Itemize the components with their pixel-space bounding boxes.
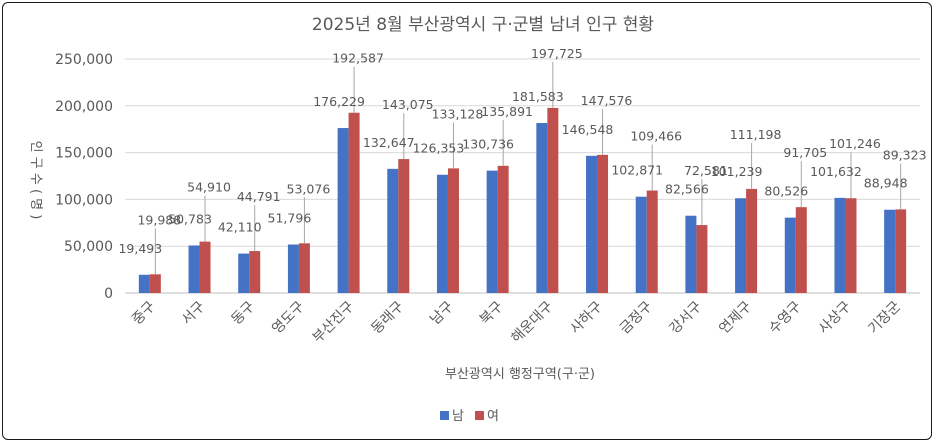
data-label-male: 80,526 [764,184,808,199]
bar-male [834,197,846,293]
data-label-male: 42,110 [218,220,262,235]
y-tick-label: 250,000 [55,52,113,68]
data-label-female: 44,791 [237,189,281,204]
bar-male [138,274,150,293]
data-label-male: 82,566 [665,182,709,197]
data-label-female: 133,128 [432,106,484,121]
bar-male [685,215,697,293]
data-label-female: 19,988 [137,212,181,227]
legend-swatch-male [440,411,449,420]
data-label-male: 146,548 [562,122,614,137]
bar-female [398,159,410,293]
bar-female [348,112,360,293]
data-label-female: 54,910 [187,180,231,195]
data-label-female: 72,581 [684,163,728,178]
bar-female [746,188,758,293]
bar-male [387,168,399,293]
x-tick-label: 영도구 [269,298,308,337]
bar-male [436,174,448,293]
data-label-female: 135,891 [481,104,533,119]
data-label-male: 101,239 [711,164,763,179]
bar-male [486,170,498,293]
x-tick-label: 부산진구 [310,298,358,346]
y-tick-label: 0 [104,286,113,302]
y-tick-label: 150,000 [55,146,113,162]
bar-male [635,196,647,293]
x-tick-label: 금정구 [617,298,656,337]
bar-male [337,128,349,293]
data-label-male: 50,783 [168,211,212,226]
x-tick-label: 북구 [477,298,507,328]
bar-female [646,190,658,293]
x-tick-label: 남구 [427,298,457,328]
data-label-male: 130,736 [462,137,514,152]
y-axis-label: 인 구 수 ( 명 ) [28,141,43,220]
x-tick-label: 수영구 [766,298,805,337]
x-tick-label: 사하구 [567,298,606,337]
bar-female [149,274,161,293]
bar-female [795,207,807,293]
data-label-male: 176,229 [313,94,365,109]
data-label-female: 91,705 [783,145,827,160]
data-label-male: 51,796 [268,211,312,226]
data-label-female: 197,725 [531,46,583,61]
data-label-male: 126,353 [413,141,465,156]
bar-male [536,123,548,293]
data-label-female: 53,076 [287,181,331,196]
y-tick-label: 50,000 [64,239,113,255]
bar-male [784,217,796,293]
x-tick-label: 동래구 [368,298,407,337]
data-label-male: 132,647 [363,135,415,150]
x-tick-label: 동구 [229,298,259,328]
y-tick-label: 100,000 [55,192,113,208]
bar-female [447,168,459,293]
legend-label-female: 여 [487,409,499,424]
y-tick-label: 200,000 [55,99,113,115]
data-label-male: 181,583 [512,89,564,104]
x-tick-label: 기장군 [865,298,904,337]
bar-female [497,165,509,293]
bar-male [884,209,896,293]
data-label-female: 111,198 [730,127,782,142]
x-tick-label: 연제구 [716,298,755,337]
data-label-female: 143,075 [382,97,434,112]
bar-female [249,251,261,293]
x-tick-label: 강서구 [667,298,706,337]
data-label-female: 147,576 [581,93,633,108]
data-label-male: 102,871 [611,163,663,178]
data-label-female: 192,587 [332,51,384,66]
data-label-female: 109,466 [630,129,682,144]
data-label-female: 101,246 [829,136,881,151]
legend-label-male: 남 [452,409,464,424]
bar-female [845,198,857,293]
bar-female [547,107,559,293]
bar-male [188,245,200,293]
bar-female [199,241,211,293]
bar-male [735,198,747,293]
x-axis-label: 부산광역시 행정구역(구·군) [445,366,595,382]
bar-male [586,155,598,293]
legend-swatch-female [475,411,484,420]
bar-male [238,253,250,293]
bar-female [696,225,708,293]
data-label-male: 88,948 [864,176,908,191]
bar-female [597,154,609,293]
bar-female [298,243,310,293]
chart-title: 2025년 8월 부산광역시 구·군별 남녀 인구 현황 [312,15,654,35]
x-tick-label: 사상구 [816,298,855,337]
x-tick-label: 해운대구 [508,298,556,346]
x-tick-label: 중구 [129,298,159,328]
bar-male [287,244,299,293]
x-tick-label: 서구 [179,298,209,328]
data-label-male: 19,493 [118,241,162,256]
bar-female [895,209,907,293]
data-label-female: 89,323 [883,147,927,162]
data-label-male: 101,632 [810,164,862,179]
legend: 남 여 [440,409,499,424]
